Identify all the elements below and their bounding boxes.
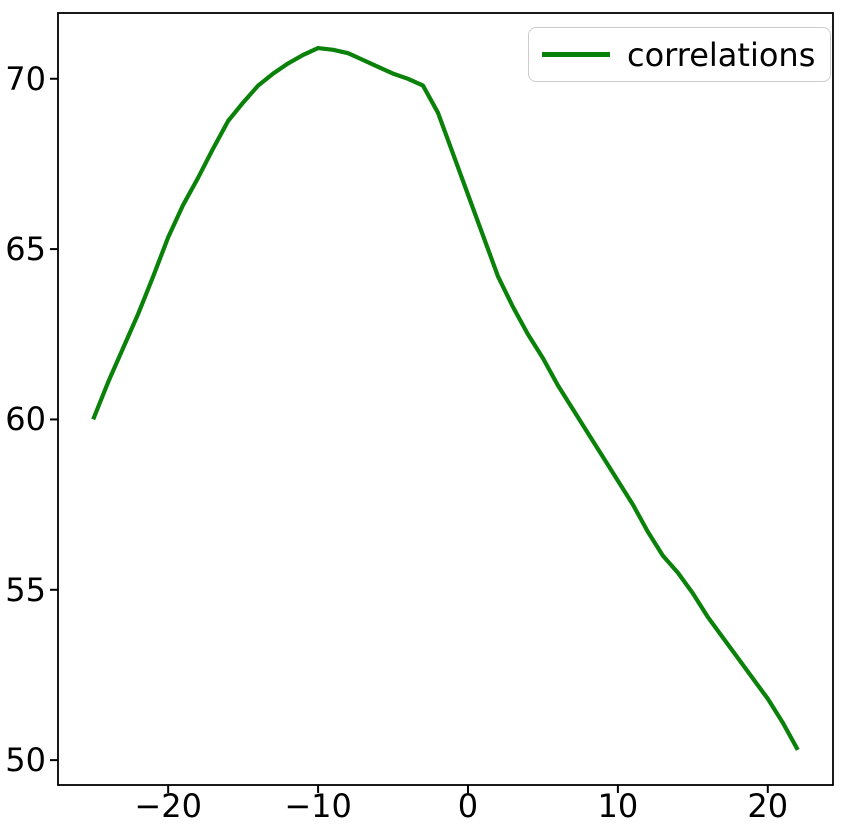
- correlations-line: [91, 45, 800, 751]
- y-tick-label: 65: [5, 230, 46, 269]
- x-tick-label: 0: [457, 787, 479, 825]
- axes-frame: [57, 12, 834, 786]
- x-tick-label: −20: [134, 787, 202, 825]
- y-tick-label: 50: [5, 741, 46, 780]
- y-tick-label: 60: [5, 400, 46, 439]
- legend-label: correlations: [627, 35, 816, 74]
- x-axis-ticks: [167, 785, 769, 793]
- x-tick-label: −10: [284, 787, 352, 825]
- y-axis-ticks: [50, 77, 58, 762]
- legend-line-swatch: [542, 52, 610, 57]
- x-tick-label: 20: [747, 787, 789, 825]
- legend: correlations: [528, 27, 832, 82]
- y-tick-label: 55: [5, 570, 46, 609]
- x-tick-label: 10: [597, 787, 639, 825]
- y-tick-label: 70: [5, 59, 46, 98]
